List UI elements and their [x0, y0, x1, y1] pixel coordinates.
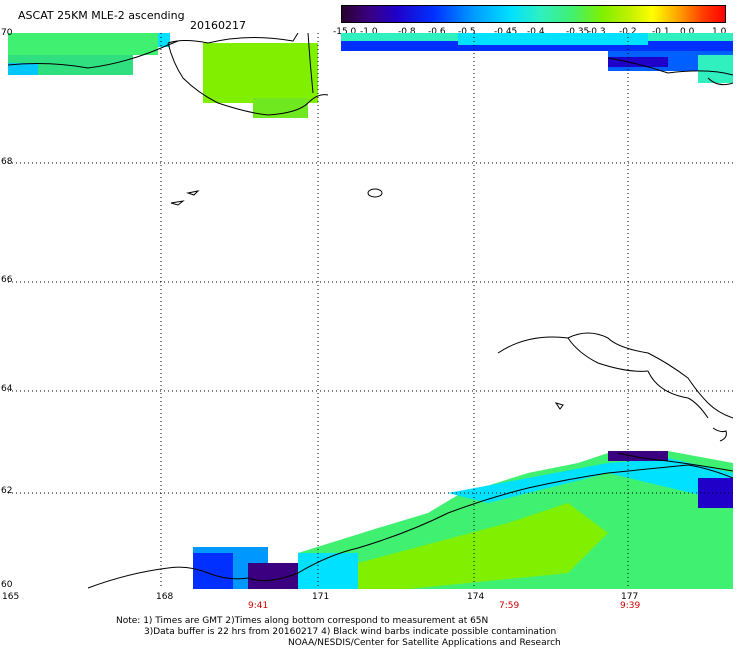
swath-patch — [458, 33, 648, 45]
color-scale-bar — [341, 5, 726, 23]
swath-patch — [348, 503, 608, 589]
swath-patch — [608, 57, 668, 67]
swath-patch — [298, 553, 358, 589]
swath-patch — [608, 451, 668, 461]
latitude-label: 66 — [1, 275, 13, 285]
color-scale-tick: -0.6 — [428, 27, 446, 37]
color-scale-tick: -0.8 — [398, 27, 416, 37]
map-date: 20160217 — [190, 19, 246, 32]
color-scale-tick: -0.5 — [458, 27, 476, 37]
longitude-label: 177 — [621, 592, 639, 602]
note-line-2: 3)Data buffer is 22 hrs from 20160217 4)… — [144, 627, 557, 637]
map-title: ASCAT 25KM MLE-2 ascending — [18, 9, 185, 22]
color-scale-tick: 1.0 — [712, 27, 727, 37]
swath-patch — [8, 33, 158, 55]
swath-patch — [698, 55, 733, 83]
color-scale-tick: 0.0 — [680, 27, 695, 37]
color-scale-tick: -0.35 — [566, 27, 590, 37]
color-scale-tick: -0.3 — [588, 27, 606, 37]
pass-time-label: 9:39 — [620, 601, 641, 611]
swath-patch — [253, 98, 308, 118]
swath-patch — [158, 33, 170, 47]
color-scale-tick: -0.4 — [527, 27, 545, 37]
color-scale-tick: -0.45 — [494, 27, 518, 37]
latitude-label: 62 — [1, 486, 13, 496]
color-scale-tick: -1.0 — [360, 27, 378, 37]
longitude-label: 165 — [2, 592, 20, 602]
swath-patch — [203, 43, 318, 103]
longitude-label: 168 — [156, 592, 174, 602]
longitude-label: 174 — [467, 592, 485, 602]
note-line-3: NOAA/NESDIS/Center for Satellite Applica… — [288, 638, 561, 648]
lat-lon-grid — [8, 33, 733, 589]
map-plot — [8, 33, 733, 589]
latitude-label: 70 — [1, 28, 13, 38]
latitude-label: 68 — [1, 157, 13, 167]
swath-patch — [193, 553, 233, 589]
note-line-1: Note: 1) Times are GMT 2)Times along bot… — [116, 616, 489, 626]
color-scale-tick: -0.2 — [619, 27, 637, 37]
longitude-label: 171 — [312, 592, 330, 602]
color-scale-tick: -15.0 — [333, 27, 357, 37]
swath-patch — [698, 478, 733, 508]
swath-patch — [8, 63, 38, 75]
pass-time-label: 9:41 — [248, 601, 269, 611]
wind-data-swaths — [8, 33, 733, 589]
latitude-label: 64 — [1, 384, 13, 394]
latitude-label: 60 — [1, 580, 13, 590]
swath-patch — [341, 41, 733, 51]
color-scale-tick: -0.1 — [652, 27, 670, 37]
coastline — [8, 33, 733, 589]
pass-time-label: 7:59 — [499, 601, 520, 611]
swath-patch — [448, 458, 733, 503]
